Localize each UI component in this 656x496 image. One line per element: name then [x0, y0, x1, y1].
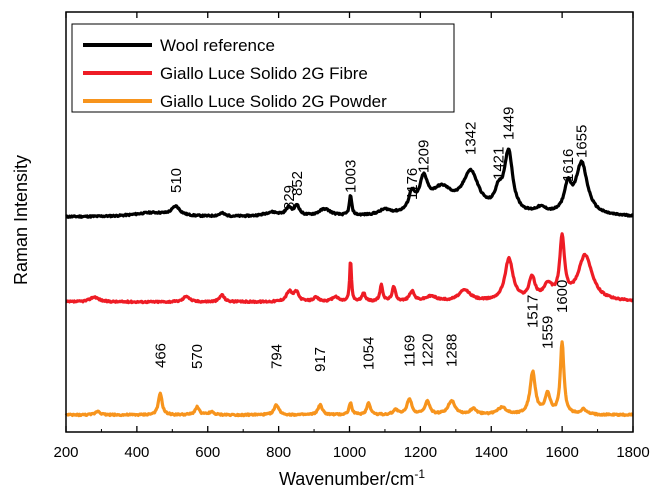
y-axis-title: Raman Intensity	[11, 155, 31, 285]
x-tick-label-1800: 1800	[616, 444, 649, 461]
peak-label-1209: 1209	[416, 140, 433, 173]
x-tick-label-1400: 1400	[475, 444, 508, 461]
x-tick-label-1000: 1000	[333, 444, 366, 461]
x-tick-label-1600: 1600	[545, 444, 578, 461]
legend-label-3: Giallo Luce Solido 2G Powder	[160, 92, 387, 111]
peak-label-794: 794	[269, 344, 286, 369]
x-tick-label-800: 800	[266, 444, 291, 461]
peak-label-852: 852	[289, 171, 306, 196]
peak-label-1288: 1288	[444, 334, 461, 367]
peak-label-1655: 1655	[574, 125, 591, 158]
peak-label-917: 917	[312, 347, 329, 372]
legend-label-1: Wool reference	[160, 36, 275, 55]
peak-label-1342: 1342	[463, 122, 480, 155]
peak-label-1220: 1220	[420, 334, 437, 367]
x-axis-title: Wavenumber/cm-1	[279, 467, 425, 489]
legend-label-2: Giallo Luce Solido 2G Fibre	[160, 64, 368, 83]
peak-label-1449: 1449	[501, 107, 518, 140]
peak-label-466: 466	[152, 343, 169, 368]
peak-label-570: 570	[189, 344, 206, 369]
x-tick-label-200: 200	[53, 444, 78, 461]
legend-box	[71, 23, 455, 113]
x-tick-label-1200: 1200	[404, 444, 437, 461]
plot-lines	[64, 147, 634, 418]
peak-label-1421: 1421	[491, 147, 508, 180]
x-axis-title-exponent: -1	[414, 467, 425, 481]
series-line-2	[65, 232, 634, 305]
x-tick-label-600: 600	[195, 444, 220, 461]
series-line-3	[64, 340, 634, 418]
peak-label-1616: 1616	[560, 149, 577, 182]
peak-label-1176: 1176	[404, 168, 421, 200]
peak-label-1169: 1169	[401, 335, 418, 367]
peak-label-1559: 1559	[540, 316, 557, 349]
peak-label-829: 829	[281, 185, 298, 210]
peak-label-1054: 1054	[361, 337, 378, 370]
peak-label-1517: 1517	[525, 295, 542, 328]
legend: Wool reference Giallo Luce Solido 2G Fibr…	[71, 23, 455, 113]
peak-label-1003: 1003	[343, 160, 360, 193]
peak-label-1600: 1600	[554, 280, 571, 313]
series-line-1	[65, 147, 634, 219]
x-axis-ticks: 200 400 600 800 1000 1200 1400 1600 1800	[53, 12, 650, 461]
x-axis-title-main: Wavenumber/cm	[279, 469, 414, 489]
peak-label-510: 510	[168, 168, 185, 193]
x-tick-label-400: 400	[124, 444, 149, 461]
